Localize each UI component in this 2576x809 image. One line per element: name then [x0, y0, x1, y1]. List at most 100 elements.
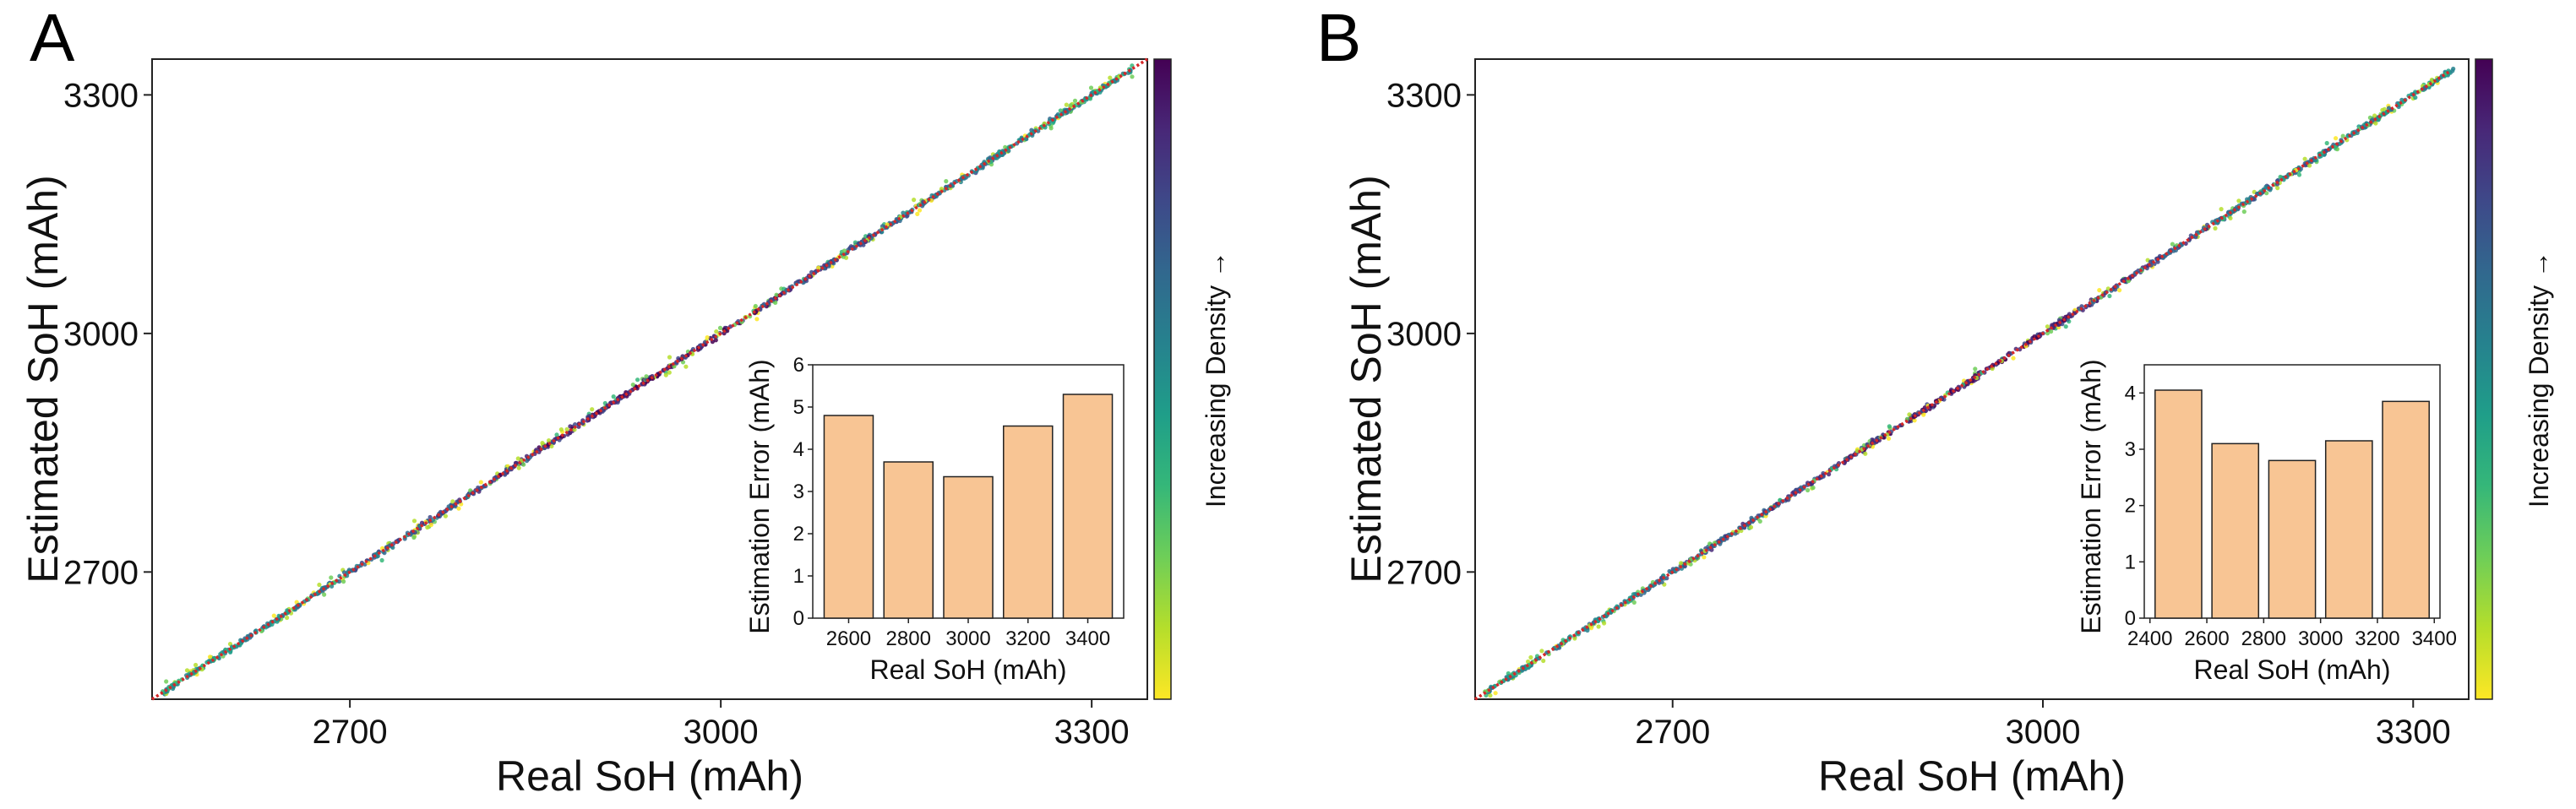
inset-y-tick-label: 1 — [2125, 551, 2136, 573]
scatter-point — [2097, 288, 2102, 293]
scatter-point — [753, 303, 758, 309]
inset-bar — [2268, 459, 2317, 619]
scatter-point — [717, 325, 723, 330]
scatter-point — [2228, 215, 2233, 220]
inset-bar — [883, 461, 934, 619]
scatter-point — [341, 579, 346, 584]
scatter-point — [329, 575, 334, 580]
scatter-point — [1088, 85, 1094, 90]
scatter-point — [1488, 693, 1493, 698]
y-tick-label: 2700 — [1386, 554, 1462, 591]
inset-bar — [2382, 400, 2430, 619]
scatter-point — [428, 514, 433, 520]
scatter-point — [2236, 198, 2241, 204]
scatter-point — [1526, 659, 1531, 665]
scatter-point — [549, 443, 554, 449]
y-tick-label: 3000 — [1386, 316, 1462, 353]
scatter-point — [713, 338, 718, 343]
scatter-point — [2307, 163, 2312, 168]
scatter-point — [428, 522, 433, 528]
panel-b: B 2700 3000 3300 2700 3000 3300 Real SoH (mAh)… — [1316, 0, 2554, 800]
scatter-point — [915, 211, 920, 216]
x-axis-label: Real SoH (mAh) — [1818, 752, 2126, 800]
scatter-point — [774, 292, 779, 297]
scatter-point — [419, 520, 425, 525]
scatter-point — [2264, 191, 2269, 196]
inset-y-tick-label: 2 — [2125, 495, 2136, 518]
inset-y-tick-label: 4 — [793, 438, 804, 461]
scatter-point — [411, 519, 417, 524]
scatter-point — [714, 329, 719, 334]
scatter-point — [2324, 140, 2329, 146]
scatter-point — [1973, 366, 1978, 372]
scatter-point — [901, 210, 906, 215]
scatter-point — [1907, 412, 1912, 417]
scatter-point — [425, 524, 430, 530]
scatter-point — [2183, 241, 2188, 246]
scatter-point — [1048, 126, 1054, 131]
scatter-point — [1679, 561, 1684, 566]
scatter-point — [276, 613, 281, 619]
scatter-point — [1827, 472, 1832, 477]
x-tick-label: 2700 — [313, 714, 388, 751]
scatter-point — [337, 578, 342, 584]
x-tick-label: 2700 — [1635, 714, 1710, 751]
scatter-point — [988, 155, 993, 160]
scatter-point — [515, 456, 520, 461]
colorbar-label: Increasing Density → — [2524, 251, 2554, 508]
scatter-point — [564, 426, 569, 432]
inset-y-tick-label: 3 — [2125, 438, 2136, 461]
scatter-point — [1631, 600, 1637, 605]
scatter-point — [1805, 487, 1811, 493]
scatter-point — [754, 317, 760, 322]
scatter-point — [2372, 113, 2377, 118]
scatter-point — [317, 582, 322, 588]
scatter-point — [1493, 691, 1498, 696]
scatter-point — [2079, 304, 2084, 309]
scatter-point — [841, 254, 846, 259]
scatter-point — [2373, 121, 2378, 126]
x-tick-label: 3000 — [683, 714, 759, 751]
inset-y-tick-label: 1 — [793, 565, 804, 588]
scatter-point — [1064, 102, 1069, 107]
inset-x-tick-label: 2800 — [886, 627, 931, 650]
scatter-point — [1541, 658, 1546, 664]
inset-x-axis-label: Real SoH (mAh) — [870, 654, 1067, 685]
scatter-point — [1539, 649, 1544, 654]
scatter-point — [2045, 324, 2050, 329]
scatter-point — [379, 557, 384, 563]
scatter-point — [2105, 286, 2110, 291]
scatter-point — [554, 432, 559, 437]
scatter-point — [1794, 487, 1799, 493]
scatter-point — [2170, 242, 2175, 247]
scatter-point — [1921, 412, 1926, 417]
scatter-point — [1072, 98, 1078, 103]
inset-x-tick-label: 3200 — [1005, 627, 1050, 650]
scatter-point — [2032, 334, 2037, 339]
scatter-point — [1068, 103, 1073, 108]
inset-y-tick-label: 6 — [793, 354, 804, 377]
scatter-point — [193, 662, 199, 668]
inset-x-axis-label: Real SoH (mAh) — [2194, 654, 2391, 685]
colorbar-b: Increasing Density → — [2475, 58, 2554, 700]
scatter-point — [1854, 448, 1860, 453]
scatter-point — [1748, 524, 1754, 530]
scatter-point — [513, 460, 519, 466]
inset-bar — [2154, 389, 2203, 619]
scatter-point — [1087, 96, 1093, 101]
scatter-point — [2049, 328, 2054, 334]
scatter-point — [590, 407, 595, 412]
inset-bar-chart-b: 0 1 2 3 4 2400 2600 2800 3000 3200 3400 Real SoH (m… — [2076, 359, 2457, 685]
inset-bar — [1062, 394, 1114, 619]
inset-y-tick-label: 4 — [2125, 382, 2136, 404]
scatter-point — [2117, 288, 2122, 293]
inset-y-tick-label: 0 — [793, 607, 804, 630]
inset-y-axis-label: Estimation Error (mAh) — [744, 359, 775, 633]
scatter-point — [443, 513, 449, 519]
scatter-point — [841, 248, 847, 253]
scatter-point — [164, 679, 169, 684]
scatter-point — [329, 584, 335, 589]
y-tick-label: 3000 — [63, 316, 139, 353]
colorbar-label: Increasing Density → — [1201, 251, 1231, 508]
